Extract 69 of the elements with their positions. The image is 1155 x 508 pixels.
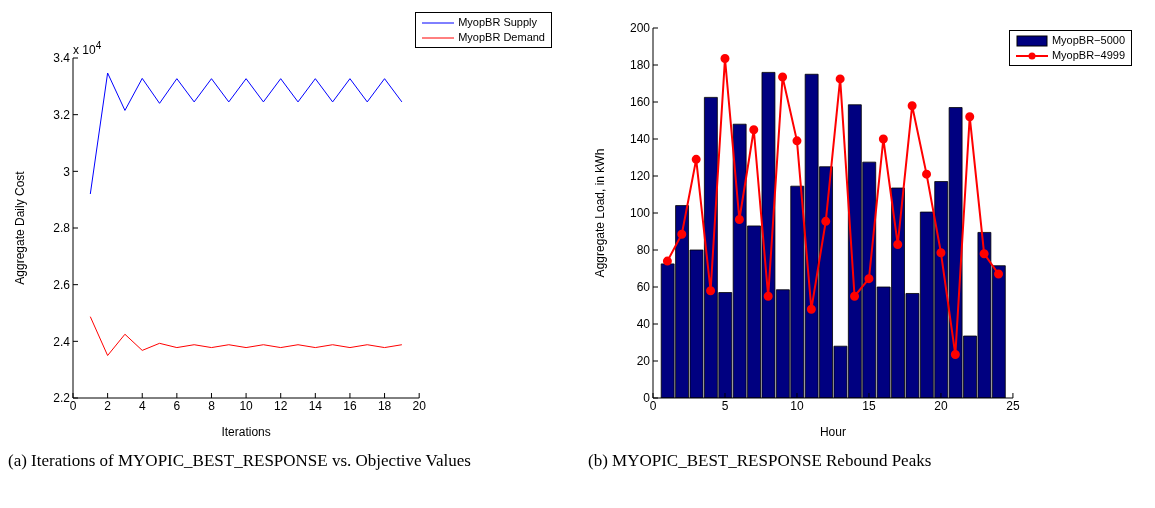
x-tick-label: 25 [1006, 398, 1020, 413]
y-tick-label: 20 [636, 354, 651, 369]
y-tick-label: 3.2 [53, 107, 71, 122]
x-tick-label: 14 [308, 398, 323, 413]
legend-label: MyopBR Demand [458, 30, 545, 45]
y-tick-label: 3.4 [53, 51, 71, 66]
point [864, 274, 874, 284]
y-tick-label: 60 [636, 280, 651, 295]
line-series [89, 316, 403, 356]
text: x 10$^{4}$ [73, 40, 102, 57]
point [677, 229, 687, 239]
x-tick-label: 8 [208, 398, 216, 413]
x-tick-label: 6 [173, 398, 181, 413]
point [734, 214, 744, 224]
point [706, 286, 716, 296]
point [994, 269, 1004, 279]
text: (a) Iterations of MYOPIC_BEST_RESPONSE vs. Objective Values [8, 450, 472, 472]
point [907, 101, 917, 111]
x-axis-title: Iterations [221, 425, 271, 439]
x-tick-label: 2 [104, 398, 112, 413]
y-tick-label: 2.2 [53, 391, 71, 406]
point [806, 304, 816, 314]
x-tick-label: 20 [934, 398, 948, 413]
y-tick-label: 160 [629, 95, 651, 110]
y-tick-label: 140 [629, 132, 651, 147]
y-tick-label: 180 [629, 58, 651, 73]
x-tick-label: 15 [862, 398, 876, 413]
x-tick-label: 20 [412, 398, 427, 413]
point [979, 249, 989, 259]
x-tick-label: 16 [343, 398, 357, 413]
point [965, 112, 975, 122]
y-tick-label: 3 [63, 164, 71, 179]
x-tick-label: 10 [790, 398, 804, 413]
y-tick-label: 100 [629, 206, 651, 221]
point [749, 125, 759, 135]
x-tick-label: 12 [274, 398, 288, 413]
x-tick-label: 18 [377, 398, 392, 413]
y-axis-title: Aggregate Load, in kWh [593, 148, 608, 278]
legend-label: MyopBR−4999 [1051, 48, 1125, 63]
point [662, 256, 672, 266]
point [720, 54, 730, 64]
point [893, 239, 903, 249]
point [792, 136, 802, 146]
point [763, 291, 773, 301]
y-tick-label: 2.4 [53, 334, 71, 349]
line-series [89, 72, 403, 195]
x-tick-label: 10 [239, 398, 254, 413]
y-tick-label: 2.8 [53, 221, 71, 236]
point [778, 72, 788, 82]
point [936, 248, 946, 258]
y-tick-label: 40 [636, 317, 651, 332]
legend-label: MyopBR Supply [458, 15, 538, 30]
legend-label: MyopBR−5000 [1051, 33, 1125, 48]
y-axis-title: Aggregate Daily Cost [13, 170, 28, 285]
point [835, 74, 845, 84]
point [850, 291, 860, 301]
x-tick-label: 5 [721, 398, 729, 413]
y-tick-label: 120 [629, 169, 651, 184]
point [922, 169, 932, 179]
y-tick-label: 80 [636, 243, 651, 258]
point [821, 216, 831, 226]
x-axis-title: Hour [819, 425, 846, 439]
point [691, 154, 701, 164]
y-tick-label: 200 [629, 21, 651, 36]
point [950, 350, 960, 360]
y-tick-label: 2.6 [53, 277, 71, 292]
point [878, 134, 888, 144]
x-tick-label: 4 [138, 398, 146, 413]
text: (b) MYOPIC_BEST_RESPONSE Rebound Peaks [588, 450, 933, 472]
